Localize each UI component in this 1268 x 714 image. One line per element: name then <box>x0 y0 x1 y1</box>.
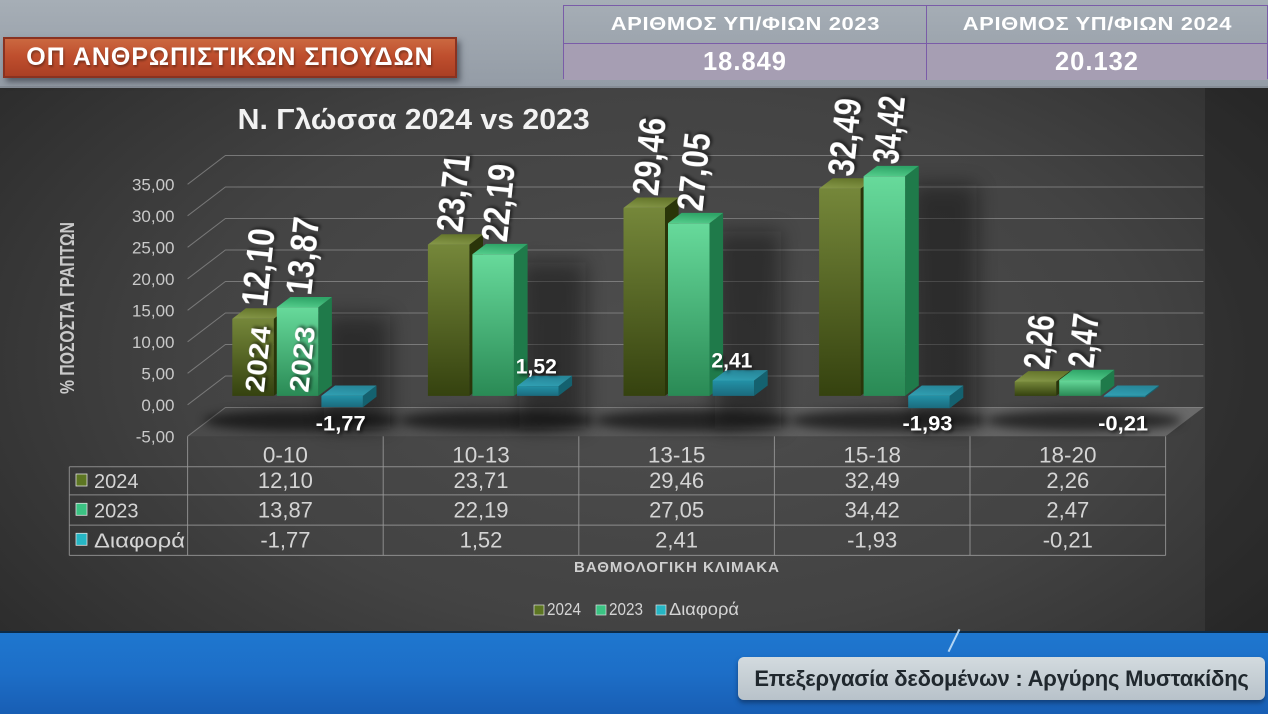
svg-text:-1,93: -1,93 <box>847 527 897 552</box>
svg-text:13,87: 13,87 <box>258 497 313 522</box>
svg-text:1,52: 1,52 <box>516 354 557 378</box>
svg-text:10-13: 10-13 <box>452 442 510 467</box>
svg-text:2024: 2024 <box>94 471 139 493</box>
svg-text:15-18: 15-18 <box>843 442 901 467</box>
svg-text:27,05: 27,05 <box>649 497 704 522</box>
svg-text:20,00: 20,00 <box>132 270 175 289</box>
svg-text:Ν. Γλώσσα 2024 vs 2023: Ν. Γλώσσα 2024 vs 2023 <box>238 104 590 136</box>
svg-text:2,47: 2,47 <box>1061 312 1107 370</box>
svg-text:29,46: 29,46 <box>649 468 704 493</box>
svg-text:2,26: 2,26 <box>1016 313 1062 371</box>
svg-text:30,00: 30,00 <box>132 207 175 226</box>
svg-text:23,71: 23,71 <box>453 468 508 493</box>
svg-text:13,87: 13,87 <box>278 215 327 297</box>
svg-text:5,00: 5,00 <box>141 364 174 383</box>
svg-text:35,00: 35,00 <box>132 175 175 194</box>
svg-text:2024: 2024 <box>547 599 581 619</box>
svg-text:18-20: 18-20 <box>1039 442 1097 467</box>
svg-text:2,26: 2,26 <box>1046 468 1089 493</box>
svg-text:Διαφορά: Διαφορά <box>94 530 185 552</box>
svg-text:13-15: 13-15 <box>648 442 706 467</box>
svg-text:15,00: 15,00 <box>132 301 175 320</box>
svg-text:-1,77: -1,77 <box>316 412 366 436</box>
svg-text:12,10: 12,10 <box>258 468 313 493</box>
svg-text:-0,21: -0,21 <box>1098 412 1148 436</box>
svg-text:2,41: 2,41 <box>655 527 698 552</box>
svg-text:-1,77: -1,77 <box>260 527 310 552</box>
svg-text:12,10: 12,10 <box>234 226 283 308</box>
svg-text:27,05: 27,05 <box>669 131 718 213</box>
svg-text:32,49: 32,49 <box>821 96 870 178</box>
svg-text:25,00: 25,00 <box>132 238 175 257</box>
svg-text:-5,00: -5,00 <box>136 427 175 446</box>
svg-text:2023: 2023 <box>94 500 139 522</box>
svg-text:29,46: 29,46 <box>625 115 674 197</box>
svg-text:-0,21: -0,21 <box>1043 527 1093 552</box>
svg-text:ΒΑΘΜΟΛΟΓΙΚΗ ΚΛΙΜΑΚΑ: ΒΑΘΜΟΛΟΓΙΚΗ ΚΛΙΜΑΚΑ <box>574 559 780 576</box>
svg-text:34,42: 34,42 <box>845 497 900 522</box>
svg-text:2,41: 2,41 <box>711 349 752 373</box>
svg-text:2023: 2023 <box>609 599 643 619</box>
svg-text:1,52: 1,52 <box>460 527 503 552</box>
svg-text:-1,93: -1,93 <box>903 412 953 436</box>
svg-text:2023: 2023 <box>283 325 321 394</box>
svg-text:0,00: 0,00 <box>141 396 174 415</box>
svg-text:% ΠΟΣΟΣΤΑ ΓΡΑΠΤΩΝ: % ΠΟΣΟΣΤΑ ΓΡΑΠΤΩΝ <box>56 222 79 394</box>
svg-text:2024: 2024 <box>239 324 277 393</box>
svg-text:2,47: 2,47 <box>1046 497 1089 522</box>
svg-text:22,19: 22,19 <box>474 162 523 244</box>
svg-text:10,00: 10,00 <box>132 333 175 352</box>
svg-text:34,42: 34,42 <box>865 94 913 166</box>
svg-text:0-10: 0-10 <box>263 442 308 467</box>
svg-text:22,19: 22,19 <box>453 497 508 522</box>
svg-text:Διαφορά: Διαφορά <box>669 599 739 619</box>
svg-text:32,49: 32,49 <box>845 468 900 493</box>
svg-text:23,71: 23,71 <box>429 152 478 234</box>
